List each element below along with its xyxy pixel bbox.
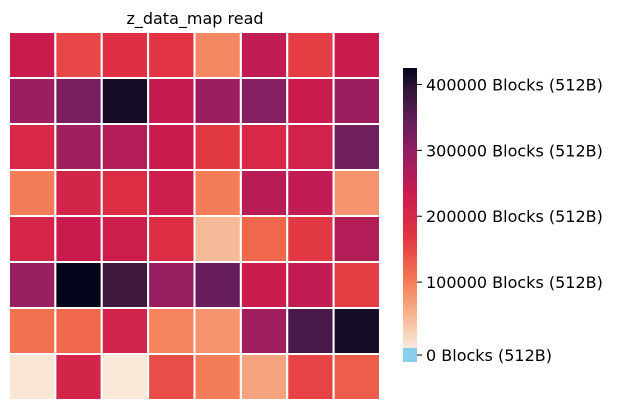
heatmap-cell <box>147 353 196 401</box>
heatmap-cell <box>147 31 196 79</box>
heatmap-cell <box>54 307 103 355</box>
heatmap-cell <box>100 31 150 79</box>
heatmap-cell <box>147 77 196 125</box>
heatmap-cell <box>239 353 289 401</box>
heatmap-cell <box>193 353 242 401</box>
colorbar-tick-label: 400000 Blocks (512B) <box>426 75 603 94</box>
colorbar-tick-label: 200000 Blocks (512B) <box>426 207 603 226</box>
heatmap-cell <box>147 169 196 217</box>
colorbar-ticks: 0 Blocks (512B) 100000 Blocks (512B) 20000… <box>417 75 603 365</box>
chart-title: z_data_map read <box>126 9 263 29</box>
colorbar-tick-label: 300000 Blocks (512B) <box>426 141 603 160</box>
heatmap-cell <box>286 261 335 309</box>
heatmap-cell <box>100 123 150 171</box>
heatmap-cell <box>332 169 381 217</box>
heatmap-cell <box>193 123 242 171</box>
heatmap-cell <box>100 215 150 263</box>
heatmap-cell <box>332 123 381 171</box>
heatmap-cell <box>8 215 57 263</box>
heatmap-cell <box>332 215 381 263</box>
heatmap-cell <box>100 307 150 355</box>
heatmap-cell <box>100 261 150 309</box>
heatmap-cell <box>54 215 103 263</box>
heatmap-cell <box>193 307 242 355</box>
heatmap-cell <box>239 307 289 355</box>
heatmap-cell <box>332 307 381 355</box>
heatmap-cell <box>54 353 103 401</box>
heatmap-cell <box>100 169 150 217</box>
heatmap-cell <box>54 169 103 217</box>
heatmap-cell <box>54 77 103 125</box>
heatmap-cell <box>147 307 196 355</box>
heatmap-cell <box>239 31 289 79</box>
heatmap-cell <box>193 31 242 79</box>
colorbar-tick-label: 100000 Blocks (512B) <box>426 273 603 292</box>
heatmap-cell <box>54 31 103 79</box>
heatmap-cell <box>193 169 242 217</box>
heatmap-cell <box>332 261 381 309</box>
colorbar-tick-label: 0 Blocks (512B) <box>426 346 552 365</box>
heatmap-cell <box>239 77 289 125</box>
heatmap-cell <box>286 77 335 125</box>
heatmap-cell <box>332 77 381 125</box>
heatmap-cell <box>193 261 242 309</box>
heatmap-cell <box>147 261 196 309</box>
heatmap-cell <box>332 353 381 401</box>
heatmap-cell <box>147 215 196 263</box>
heatmap-cell <box>8 307 57 355</box>
heatmap-cell <box>54 261 103 309</box>
heatmap-cell <box>8 123 57 171</box>
heatmap-cell <box>8 77 57 125</box>
heatmap-cell <box>239 215 289 263</box>
heatmap-cell <box>100 77 150 125</box>
heatmap-cell <box>286 353 335 401</box>
colorbar-under-extension <box>403 348 417 362</box>
heatmap-cells <box>8 31 381 401</box>
heatmap-cell <box>100 353 150 401</box>
colorbar-gradient <box>403 68 417 348</box>
heatmap-cell <box>239 169 289 217</box>
colorbar: 0 Blocks (512B) 100000 Blocks (512B) 20000… <box>403 68 603 365</box>
heatmap-cell <box>54 123 103 171</box>
heatmap-cell <box>286 215 335 263</box>
heatmap-cell <box>239 123 289 171</box>
heatmap-cell <box>8 31 57 79</box>
heatmap-cell <box>286 307 335 355</box>
heatmap-cell <box>286 169 335 217</box>
heatmap-cell <box>332 31 381 79</box>
heatmap-cell <box>147 123 196 171</box>
heatmap-cell <box>286 31 335 79</box>
heatmap-cell <box>239 261 289 309</box>
heatmap-cell <box>193 215 242 263</box>
heatmap-cell <box>193 77 242 125</box>
heatmap-cell <box>8 353 57 401</box>
heatmap-cell <box>286 123 335 171</box>
heatmap-cell <box>8 261 57 309</box>
heatmap-cell <box>8 169 57 217</box>
